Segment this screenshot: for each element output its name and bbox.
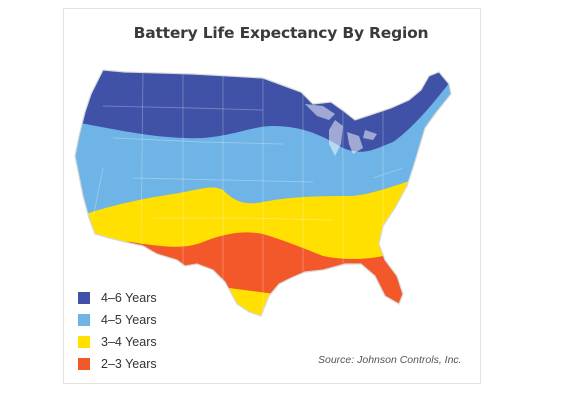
legend-swatch	[78, 292, 90, 304]
legend-label: 4–5 Years	[101, 313, 157, 327]
legend-item: 3–4 Years	[78, 331, 218, 353]
page-title: Battery Life Expectancy By Region	[133, 24, 429, 42]
legend: 4–6 Years 4–5 Years 3–4 Years 2–3 Years	[78, 287, 218, 375]
legend-item: 2–3 Years	[78, 353, 218, 375]
us-map-icon	[74, 69, 452, 317]
legend-swatch	[78, 336, 90, 348]
legend-item: 4–6 Years	[78, 287, 218, 309]
legend-label: 4–6 Years	[101, 291, 157, 305]
us-outline	[74, 69, 452, 317]
source-note: Source: Johnson Controls, Inc.	[318, 354, 462, 366]
great-lakes-icon	[305, 104, 377, 156]
legend-item: 4–5 Years	[78, 309, 218, 331]
legend-label: 3–4 Years	[101, 335, 157, 349]
legend-label: 2–3 Years	[101, 357, 157, 371]
legend-swatch	[78, 358, 90, 370]
state-borders	[92, 70, 404, 316]
legend-swatch	[78, 314, 90, 326]
